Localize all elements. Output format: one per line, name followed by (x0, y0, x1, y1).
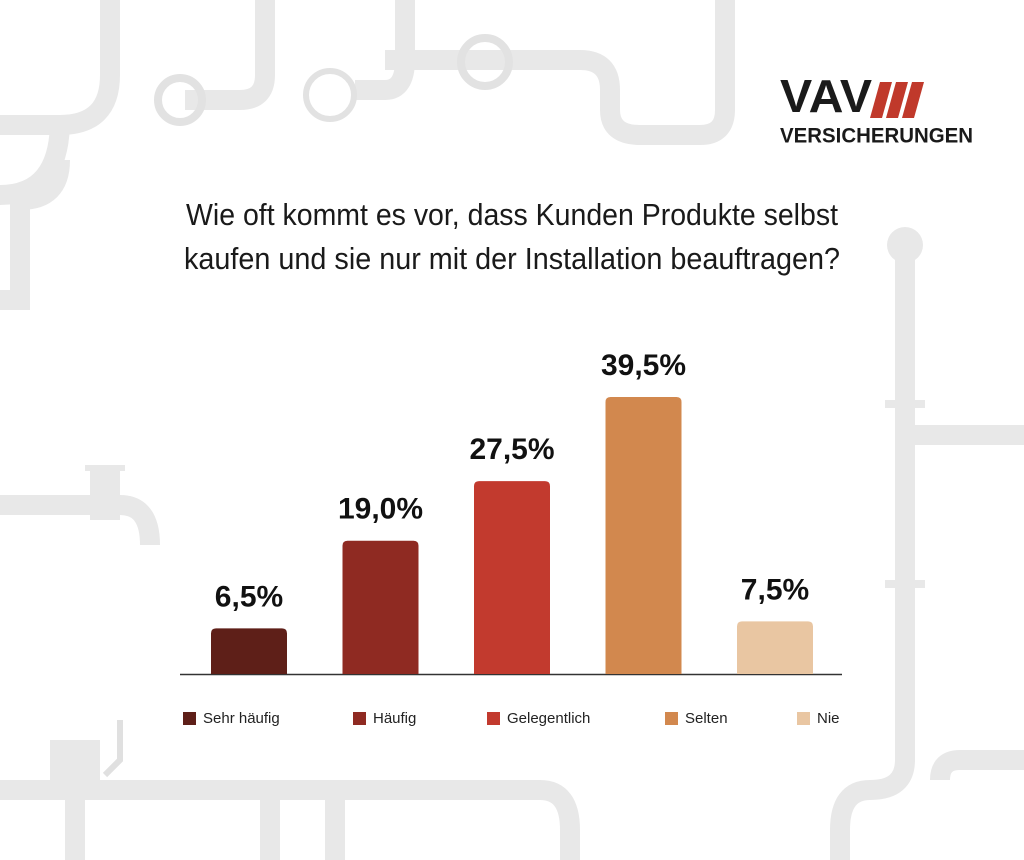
logo-stripe (870, 82, 892, 118)
chart-title: Wie oft kommt es vor, dass Kunden Produk… (186, 197, 838, 232)
chart-title: kaufen und sie nur mit der Installation … (184, 241, 840, 276)
legend-label: Nie (817, 710, 840, 727)
legend-swatch (665, 712, 678, 725)
legend-swatch (797, 712, 810, 725)
bar (605, 397, 682, 674)
legend-swatch (183, 712, 196, 725)
legend-swatch (353, 712, 366, 725)
legend-label: Selten (685, 710, 728, 727)
logo-subtitle: VERSICHERUNGEN (780, 125, 973, 148)
bar (342, 540, 419, 674)
value-label: 7,5% (741, 573, 809, 606)
legend-label: Gelegentlich (507, 710, 590, 727)
logo-name: VAV (780, 70, 872, 122)
legend-label: Häufig (373, 710, 416, 727)
value-label: 19,0% (338, 493, 423, 526)
legend-swatch (487, 712, 500, 725)
bar (737, 621, 813, 674)
value-label: 39,5% (601, 349, 686, 382)
bar (211, 628, 287, 674)
legend-label: Sehr häufig (203, 710, 280, 727)
logo-stripe (902, 82, 924, 118)
bar (474, 481, 550, 674)
logo: VAV VERSICHERUNGEN (780, 70, 973, 147)
value-label: 27,5% (469, 433, 554, 466)
logo-stripe (886, 82, 908, 118)
value-label: 6,5% (215, 580, 283, 613)
